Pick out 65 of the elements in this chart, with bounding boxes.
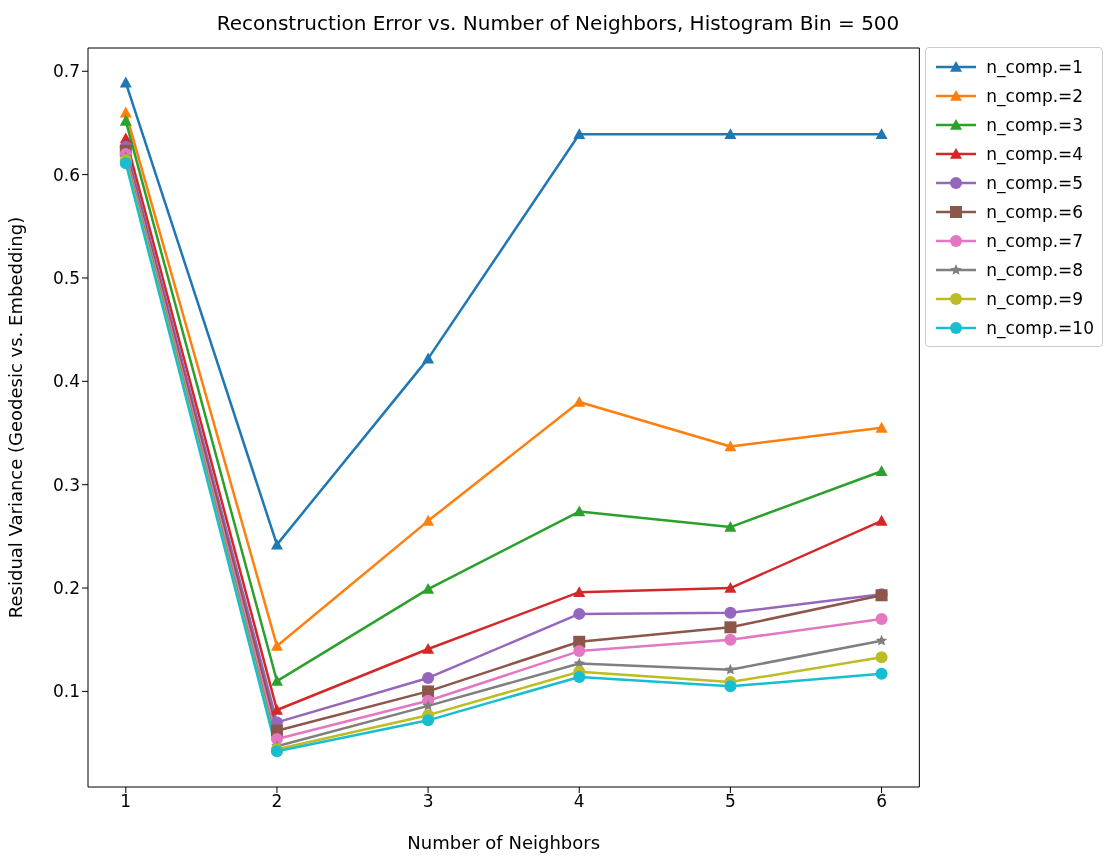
x-axis-title: Number of Neighbors — [407, 832, 601, 853]
legend-label: n_comp.=7 — [986, 230, 1084, 251]
legend-label: n_comp.=1 — [986, 56, 1084, 77]
point — [724, 128, 737, 140]
y-tick-label: 0.1 — [52, 681, 80, 702]
point — [422, 671, 435, 684]
point — [119, 114, 132, 126]
point — [724, 606, 737, 619]
point — [270, 675, 283, 686]
point — [270, 704, 283, 715]
point — [573, 607, 586, 620]
y-tick-label: 0.6 — [52, 164, 80, 185]
x-tick-label: 3 — [422, 791, 434, 812]
point — [573, 645, 586, 658]
legend-label: n_comp.=3 — [986, 114, 1084, 135]
point — [875, 514, 888, 526]
y-tick-label: 0.7 — [52, 61, 80, 82]
legend-label: n_comp.=9 — [986, 288, 1084, 309]
point — [422, 714, 435, 727]
point — [270, 639, 283, 651]
point — [573, 586, 586, 597]
y-tick-label: 0.4 — [52, 371, 80, 392]
legend-label: n_comp.=2 — [986, 85, 1084, 106]
point — [875, 651, 888, 664]
point — [422, 583, 435, 594]
point — [573, 128, 586, 140]
point — [875, 667, 888, 680]
y-tick-label: 0.5 — [52, 268, 80, 288]
point — [270, 538, 283, 550]
point — [422, 685, 435, 698]
point — [724, 440, 737, 452]
point — [422, 699, 434, 711]
x-tick-label: 5 — [724, 791, 736, 812]
legend-label: n_comp.=4 — [986, 143, 1084, 164]
y-tick-label: 0.2 — [52, 578, 80, 599]
point — [875, 128, 888, 140]
point — [573, 670, 586, 683]
point — [422, 643, 435, 654]
legend-label: n_comp.=6 — [986, 201, 1084, 222]
chart-title: Reconstruction Error vs. Number of Neighbors, Histogram Bin = 500 — [215, 10, 901, 37]
point — [270, 732, 283, 745]
point — [422, 514, 435, 526]
point — [573, 505, 586, 517]
y-tick-label: 0.3 — [52, 474, 80, 495]
x-tick-label: 1 — [120, 791, 132, 812]
x-tick-label: 4 — [573, 791, 585, 812]
legend-label: n_comp.=5 — [986, 172, 1084, 193]
y-axis-title: Residual Variance (Geodesic vs. Embedding) — [5, 216, 27, 619]
legend-label: n_comp.=8 — [986, 259, 1084, 280]
point — [573, 396, 586, 407]
point — [724, 521, 737, 532]
point — [875, 421, 888, 433]
point — [875, 465, 888, 477]
point — [422, 352, 435, 364]
point — [724, 582, 737, 593]
point — [724, 633, 737, 646]
point — [875, 634, 888, 646]
point — [875, 613, 888, 626]
point — [119, 76, 132, 88]
point — [724, 663, 737, 675]
point — [724, 680, 737, 693]
point — [724, 621, 737, 634]
x-tick-label: 6 — [876, 791, 887, 812]
legend-label: n_comp.=10 — [986, 317, 1094, 338]
x-tick-label: 2 — [271, 791, 283, 812]
